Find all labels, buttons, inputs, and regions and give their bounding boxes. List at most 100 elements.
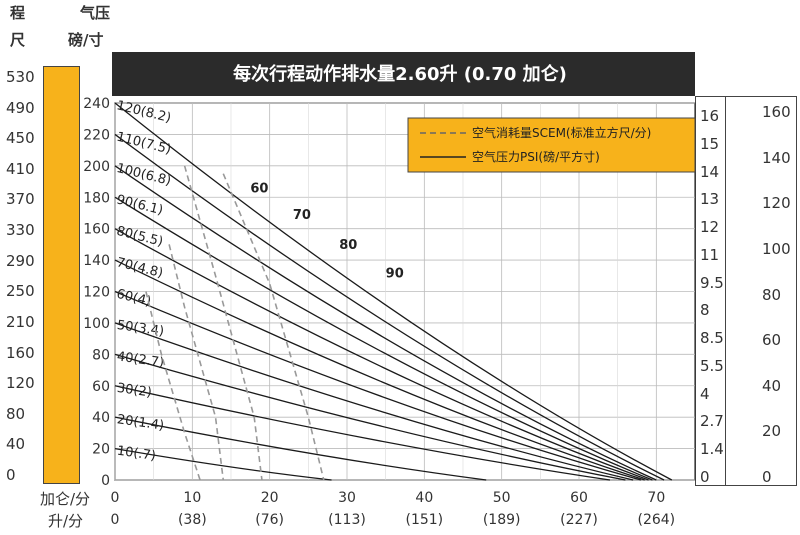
y-tick-label: 20 (92, 442, 110, 458)
right-scale-1-tick: 16 (700, 107, 720, 125)
x-tick-label: 0 (111, 490, 120, 506)
air-consumption-label: 60 (250, 182, 268, 197)
right-scale-1-tick: 11 (700, 245, 720, 264)
stroke-scale-tick: 530 (6, 68, 35, 86)
right-scale-1-tick: 2.7 (700, 412, 724, 431)
pressure-curve (114, 228, 649, 481)
y-tick-label: 240 (83, 96, 110, 112)
pressure-curve (114, 165, 657, 481)
legend-label-air-consumption: 空气消耗量SCEM(标准立方尺/分) (472, 125, 651, 140)
stroke-unit-label-top: 程 (10, 4, 26, 22)
x-tick-label: 10 (183, 490, 201, 506)
right-scale-box-2 (725, 96, 797, 486)
stroke-scale-tick: 0 (6, 466, 16, 484)
right-scale-2-tick: 140 (762, 148, 791, 167)
chart-title: 每次行程动作排水量2.60升 (0.70 加仑) (233, 63, 567, 85)
y-tick-label: 220 (83, 127, 110, 143)
x-tick-label: 20 (261, 490, 279, 506)
air-consumption-curve (145, 291, 201, 481)
x-tick-label: 40 (415, 490, 433, 506)
stroke-scale-tick: 370 (6, 190, 35, 209)
right-scale-1-tick: 15 (700, 134, 720, 153)
right-scale-1-tick: 9.5 (700, 273, 724, 292)
pressure-curve (114, 447, 332, 481)
right-scale-2-tick: 100 (762, 239, 791, 258)
pressure-curve (114, 322, 634, 481)
x-tick-label: 70 (647, 490, 665, 506)
legend-label-air-pressure: 空气压力PSI(磅/平方寸) (472, 149, 600, 164)
x-tick-label-secondary: (38) (178, 512, 207, 528)
stroke-scale-tick: 410 (6, 159, 35, 178)
gpm-unit-label: 加仑/分 (40, 490, 91, 508)
right-scale-1-tick: 12 (700, 218, 720, 237)
air-consumption-curve (168, 244, 225, 481)
x-tick-label: 30 (338, 490, 356, 506)
stroke-scale-tick: 40 (6, 435, 26, 454)
pressure-curve (114, 290, 642, 481)
y-tick-label: 180 (83, 190, 110, 206)
stroke-scale-tick: 490 (6, 98, 35, 117)
pressure-curve (114, 196, 653, 481)
x-tick-label-secondary: (113) (328, 512, 366, 528)
pressure-curve (114, 133, 665, 481)
right-scale-2-tick: 40 (762, 376, 782, 395)
lpm-unit-label: 升/分 (48, 512, 84, 530)
y-tick-label: 80 (92, 347, 110, 363)
x-tick-label: 50 (493, 490, 511, 506)
right-scale-1-tick: 14 (700, 162, 720, 181)
right-scale-2-tick: 160 (762, 103, 791, 121)
stroke-scale-tick: 290 (6, 251, 35, 270)
legend-box (407, 117, 696, 173)
air-consumption-label: 70 (293, 208, 311, 223)
x-tick-label-secondary: (76) (255, 512, 284, 528)
right-scale-1-tick: 4 (700, 384, 710, 403)
pressure-curve (114, 353, 626, 481)
pressure-curve (114, 416, 487, 481)
stroke-scale-tick: 80 (6, 404, 26, 423)
pressure-curve-label: 10(.7) (116, 444, 157, 464)
stroke-scale-tick: 330 (6, 221, 35, 240)
x-tick-label: 60 (570, 490, 588, 506)
stroke-scale-bar (43, 66, 80, 484)
right-scale-1-tick: 8.5 (700, 329, 724, 348)
y-tick-label: 200 (83, 159, 110, 175)
y-tick-label: 160 (83, 222, 110, 238)
stroke-unit-label-bottom: 尺 (10, 31, 26, 49)
x-tick-label-secondary: (151) (406, 512, 444, 528)
pressure-curve (114, 259, 645, 481)
x-tick-label-secondary: (227) (560, 512, 598, 528)
y-tick-label: 140 (83, 253, 110, 269)
y-tick-label: 60 (92, 379, 110, 395)
pressure-curve (114, 385, 611, 481)
pressure-curve-label: 30(2) (116, 381, 153, 401)
chart-title-bar: 每次行程动作排水量2.60升 (0.70 加仑) (112, 52, 695, 96)
x-tick-label-secondary: (189) (483, 512, 521, 528)
right-scale-2-tick: 60 (762, 331, 782, 350)
air-consumption-curve (183, 165, 263, 481)
air-consumption-curve (222, 173, 325, 481)
pressure-curve-label: 50(3.4) (116, 318, 165, 339)
right-scale-1-tick: 0 (700, 468, 710, 486)
stroke-scale-tick: 210 (6, 312, 35, 331)
pressure-unit-label-bottom: 磅/寸 (68, 31, 104, 49)
right-scale-1-tick: 8 (700, 301, 710, 320)
right-scale-2-tick: 20 (762, 422, 782, 441)
right-scale-1-tick: 1.4 (700, 440, 724, 459)
stroke-scale-tick: 160 (6, 343, 35, 362)
right-scale-2-tick: 120 (762, 194, 791, 213)
right-scale-1-tick: 13 (700, 190, 720, 209)
right-scale-2-tick: 80 (762, 285, 782, 304)
pressure-unit-label-top: 气压 (80, 4, 111, 22)
stroke-scale-tick: 250 (6, 282, 35, 301)
right-scale-2-tick: 0 (762, 468, 772, 486)
stroke-scale-tick: 450 (6, 129, 35, 148)
y-tick-label: 100 (83, 316, 110, 332)
pressure-curve-label: 20(1.4) (116, 412, 165, 433)
stroke-scale-tick: 120 (6, 374, 35, 393)
y-tick-label: 0 (101, 473, 110, 489)
y-tick-label: 120 (83, 285, 110, 301)
air-consumption-label: 90 (386, 266, 404, 281)
chart-legend: 空气消耗量SCEM(标准立方尺/分) 空气压力PSI(磅/平方寸) (407, 117, 696, 173)
y-tick-label: 40 (92, 410, 110, 426)
x-tick-label-secondary: 0 (111, 512, 120, 528)
